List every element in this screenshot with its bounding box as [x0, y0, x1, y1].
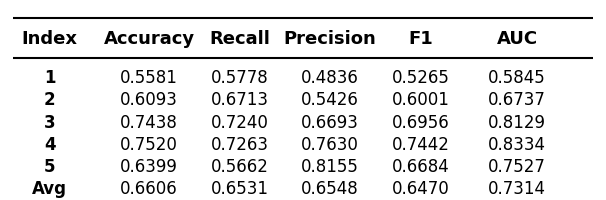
Text: 0.5778: 0.5778: [211, 69, 268, 87]
Text: 0.6713: 0.6713: [211, 91, 268, 109]
Text: 0.8155: 0.8155: [301, 158, 359, 176]
Text: Accuracy: Accuracy: [104, 30, 195, 48]
Text: Recall: Recall: [209, 30, 270, 48]
Text: 0.7442: 0.7442: [391, 136, 450, 154]
Text: 0.7630: 0.7630: [301, 136, 359, 154]
Text: 0.7240: 0.7240: [211, 114, 268, 132]
Text: Precision: Precision: [284, 30, 376, 48]
Text: 0.6399: 0.6399: [120, 158, 178, 176]
Text: 0.6531: 0.6531: [211, 180, 268, 198]
Text: 0.5845: 0.5845: [488, 69, 546, 87]
Text: 0.6606: 0.6606: [121, 180, 178, 198]
Text: 0.7263: 0.7263: [211, 136, 268, 154]
Text: 0.6470: 0.6470: [391, 180, 450, 198]
Text: 4: 4: [44, 136, 56, 154]
Text: 0.6001: 0.6001: [391, 91, 450, 109]
Text: AUC: AUC: [496, 30, 538, 48]
Text: 0.6548: 0.6548: [301, 180, 359, 198]
Text: 3: 3: [44, 114, 56, 132]
Text: 5: 5: [44, 158, 55, 176]
Text: 0.7438: 0.7438: [120, 114, 178, 132]
Text: F1: F1: [408, 30, 433, 48]
Text: 0.6093: 0.6093: [120, 91, 178, 109]
Text: 0.4836: 0.4836: [301, 69, 359, 87]
Text: 0.7527: 0.7527: [488, 158, 546, 176]
Text: 0.5662: 0.5662: [211, 158, 268, 176]
Text: 0.8129: 0.8129: [488, 114, 546, 132]
Text: 0.5426: 0.5426: [301, 91, 359, 109]
Text: 0.7314: 0.7314: [488, 180, 546, 198]
Text: 0.6956: 0.6956: [391, 114, 450, 132]
Text: 0.6693: 0.6693: [301, 114, 359, 132]
Text: 0.5581: 0.5581: [120, 69, 178, 87]
Text: 0.7520: 0.7520: [120, 136, 178, 154]
Text: 0.6684: 0.6684: [391, 158, 450, 176]
Text: 0.8334: 0.8334: [488, 136, 546, 154]
Text: 1: 1: [44, 69, 55, 87]
Text: 2: 2: [44, 91, 56, 109]
Text: Avg: Avg: [32, 180, 67, 198]
Text: 0.6737: 0.6737: [488, 91, 546, 109]
Text: 0.5265: 0.5265: [391, 69, 450, 87]
Text: Index: Index: [22, 30, 78, 48]
